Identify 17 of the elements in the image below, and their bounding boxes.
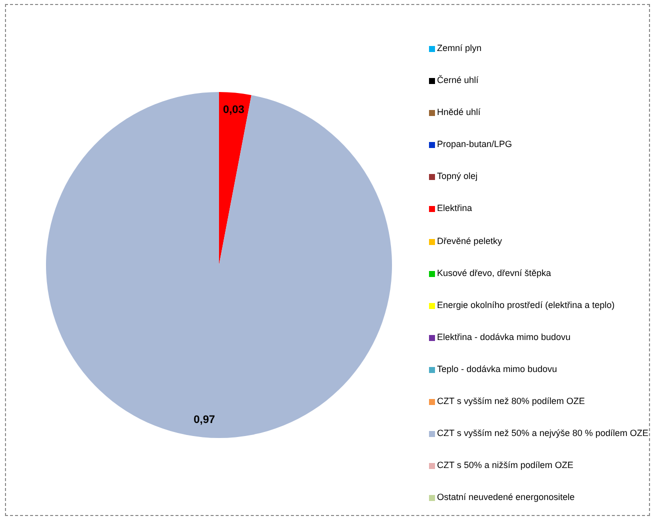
- legend-label: Energie okolního prostředí (elektřina a teplo): [437, 300, 615, 310]
- legend-label: Kusové dřevo, dřevní štěpka: [437, 268, 552, 278]
- data-label: 0,97: [194, 414, 216, 426]
- legend-label: Topný olej: [437, 171, 478, 182]
- legend-label: Černé uhlí: [437, 75, 479, 86]
- legend-label: Ostatní neuvedené energonositele: [437, 492, 575, 502]
- legend-label: Elektřina: [437, 203, 472, 214]
- legend-label: CZT s vyšším než 80% podílem OZE: [437, 396, 585, 406]
- legend-label: Zemní plyn: [437, 43, 482, 53]
- legend-label: CZT s vyšším než 50% a nejvýše 80 % podílem OZE: [437, 428, 648, 438]
- legend-label: CZT s 50% a nižším podílem OZE: [437, 460, 574, 470]
- legend-label: Teplo - dodávka mimo budovu: [437, 364, 558, 374]
- data-label: 0,03: [222, 104, 244, 116]
- legend-label: Elektřina - dodávka mimo budovu: [437, 332, 571, 342]
- legend-label: Dřevěné peletky: [437, 236, 502, 246]
- legend-label: Hnědé uhlí: [437, 107, 481, 118]
- legend-label: Propan-butan/LPG: [437, 139, 512, 150]
